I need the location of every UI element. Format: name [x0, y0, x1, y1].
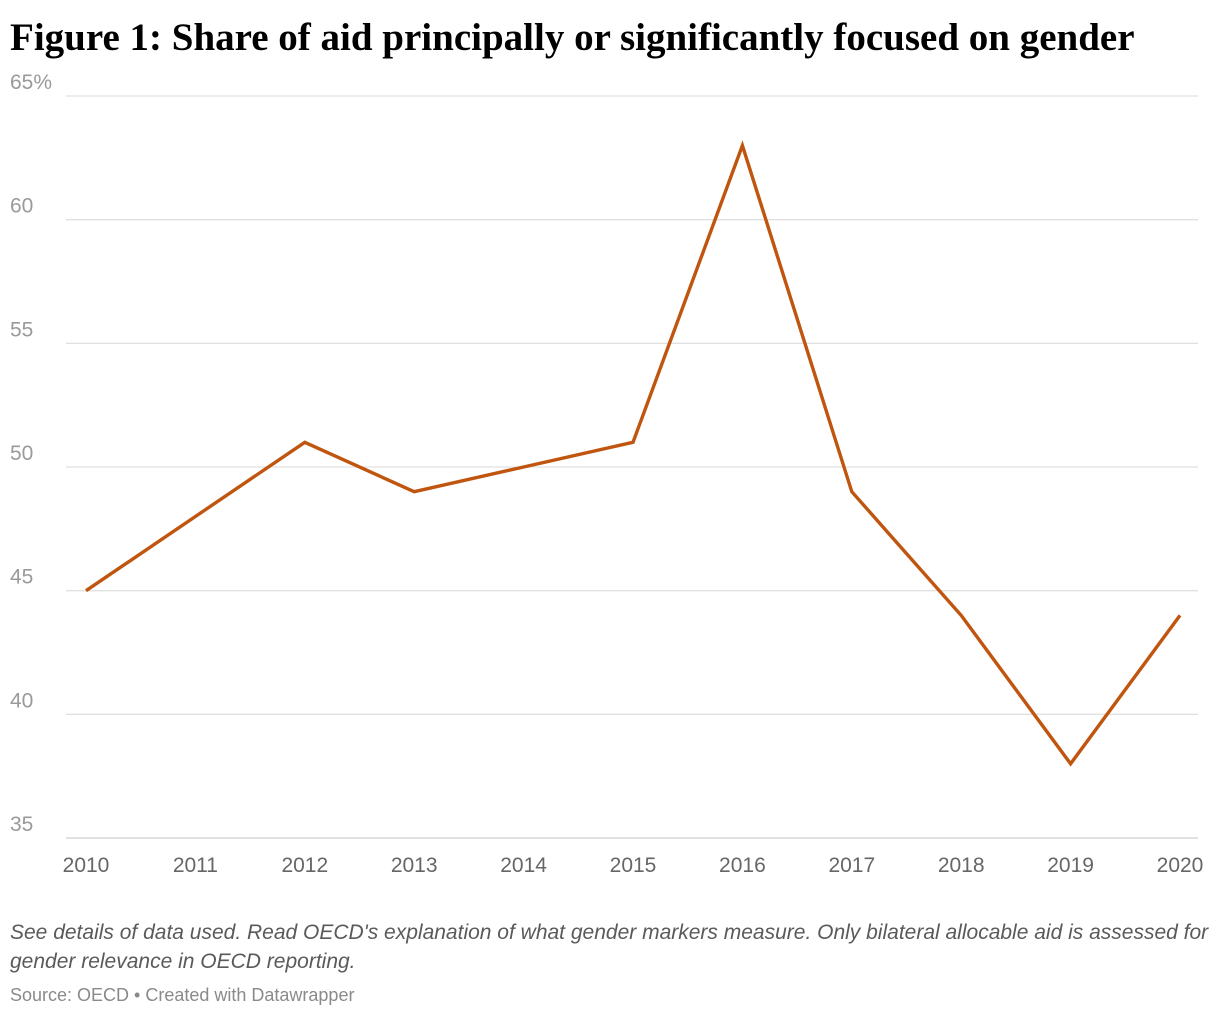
- y-tick-label-60: 60: [10, 195, 33, 218]
- y-tick-label-35: 35: [10, 813, 33, 836]
- x-tick-label-2011: 2011: [173, 854, 218, 877]
- x-tick-label-2020: 2020: [1157, 854, 1204, 877]
- x-axis-ticks: 2010 2011 2012 2013 2014 2015 2016 2017 2018 2019…: [63, 854, 1204, 877]
- x-tick-label-2016: 2016: [719, 854, 766, 877]
- x-tick-label-2012: 2012: [281, 854, 328, 877]
- x-tick-label-2015: 2015: [610, 854, 657, 877]
- y-tick-label-55: 55: [10, 318, 33, 341]
- gridlines: [66, 95, 1198, 839]
- x-tick-label-2013: 2013: [391, 854, 438, 877]
- y-tick-label-50: 50: [10, 442, 33, 465]
- x-tick-label-2010: 2010: [63, 854, 110, 877]
- x-tick-label-2018: 2018: [938, 854, 985, 877]
- series-layer: [85, 140, 1182, 767]
- y-tick-label-45: 45: [10, 566, 33, 589]
- x-tick-label-2014: 2014: [500, 854, 547, 877]
- chart-note: See details of data used. Read OECD's ex…: [10, 921, 1209, 973]
- x-tick-label-2019: 2019: [1047, 854, 1094, 877]
- y-tick-label-65: 65%: [10, 71, 52, 94]
- y-tick-label-40: 40: [10, 689, 33, 712]
- x-tick-label-2017: 2017: [828, 854, 875, 877]
- y-axis-ticks: 35 40 45 50 55 60 65%: [10, 71, 52, 836]
- chart-source: Source: OECD • Created with Datawrapper: [10, 985, 355, 1005]
- chart-title: Figure 1: Share of aid principally or si…: [10, 16, 1135, 59]
- series-line-0: [85, 140, 1182, 767]
